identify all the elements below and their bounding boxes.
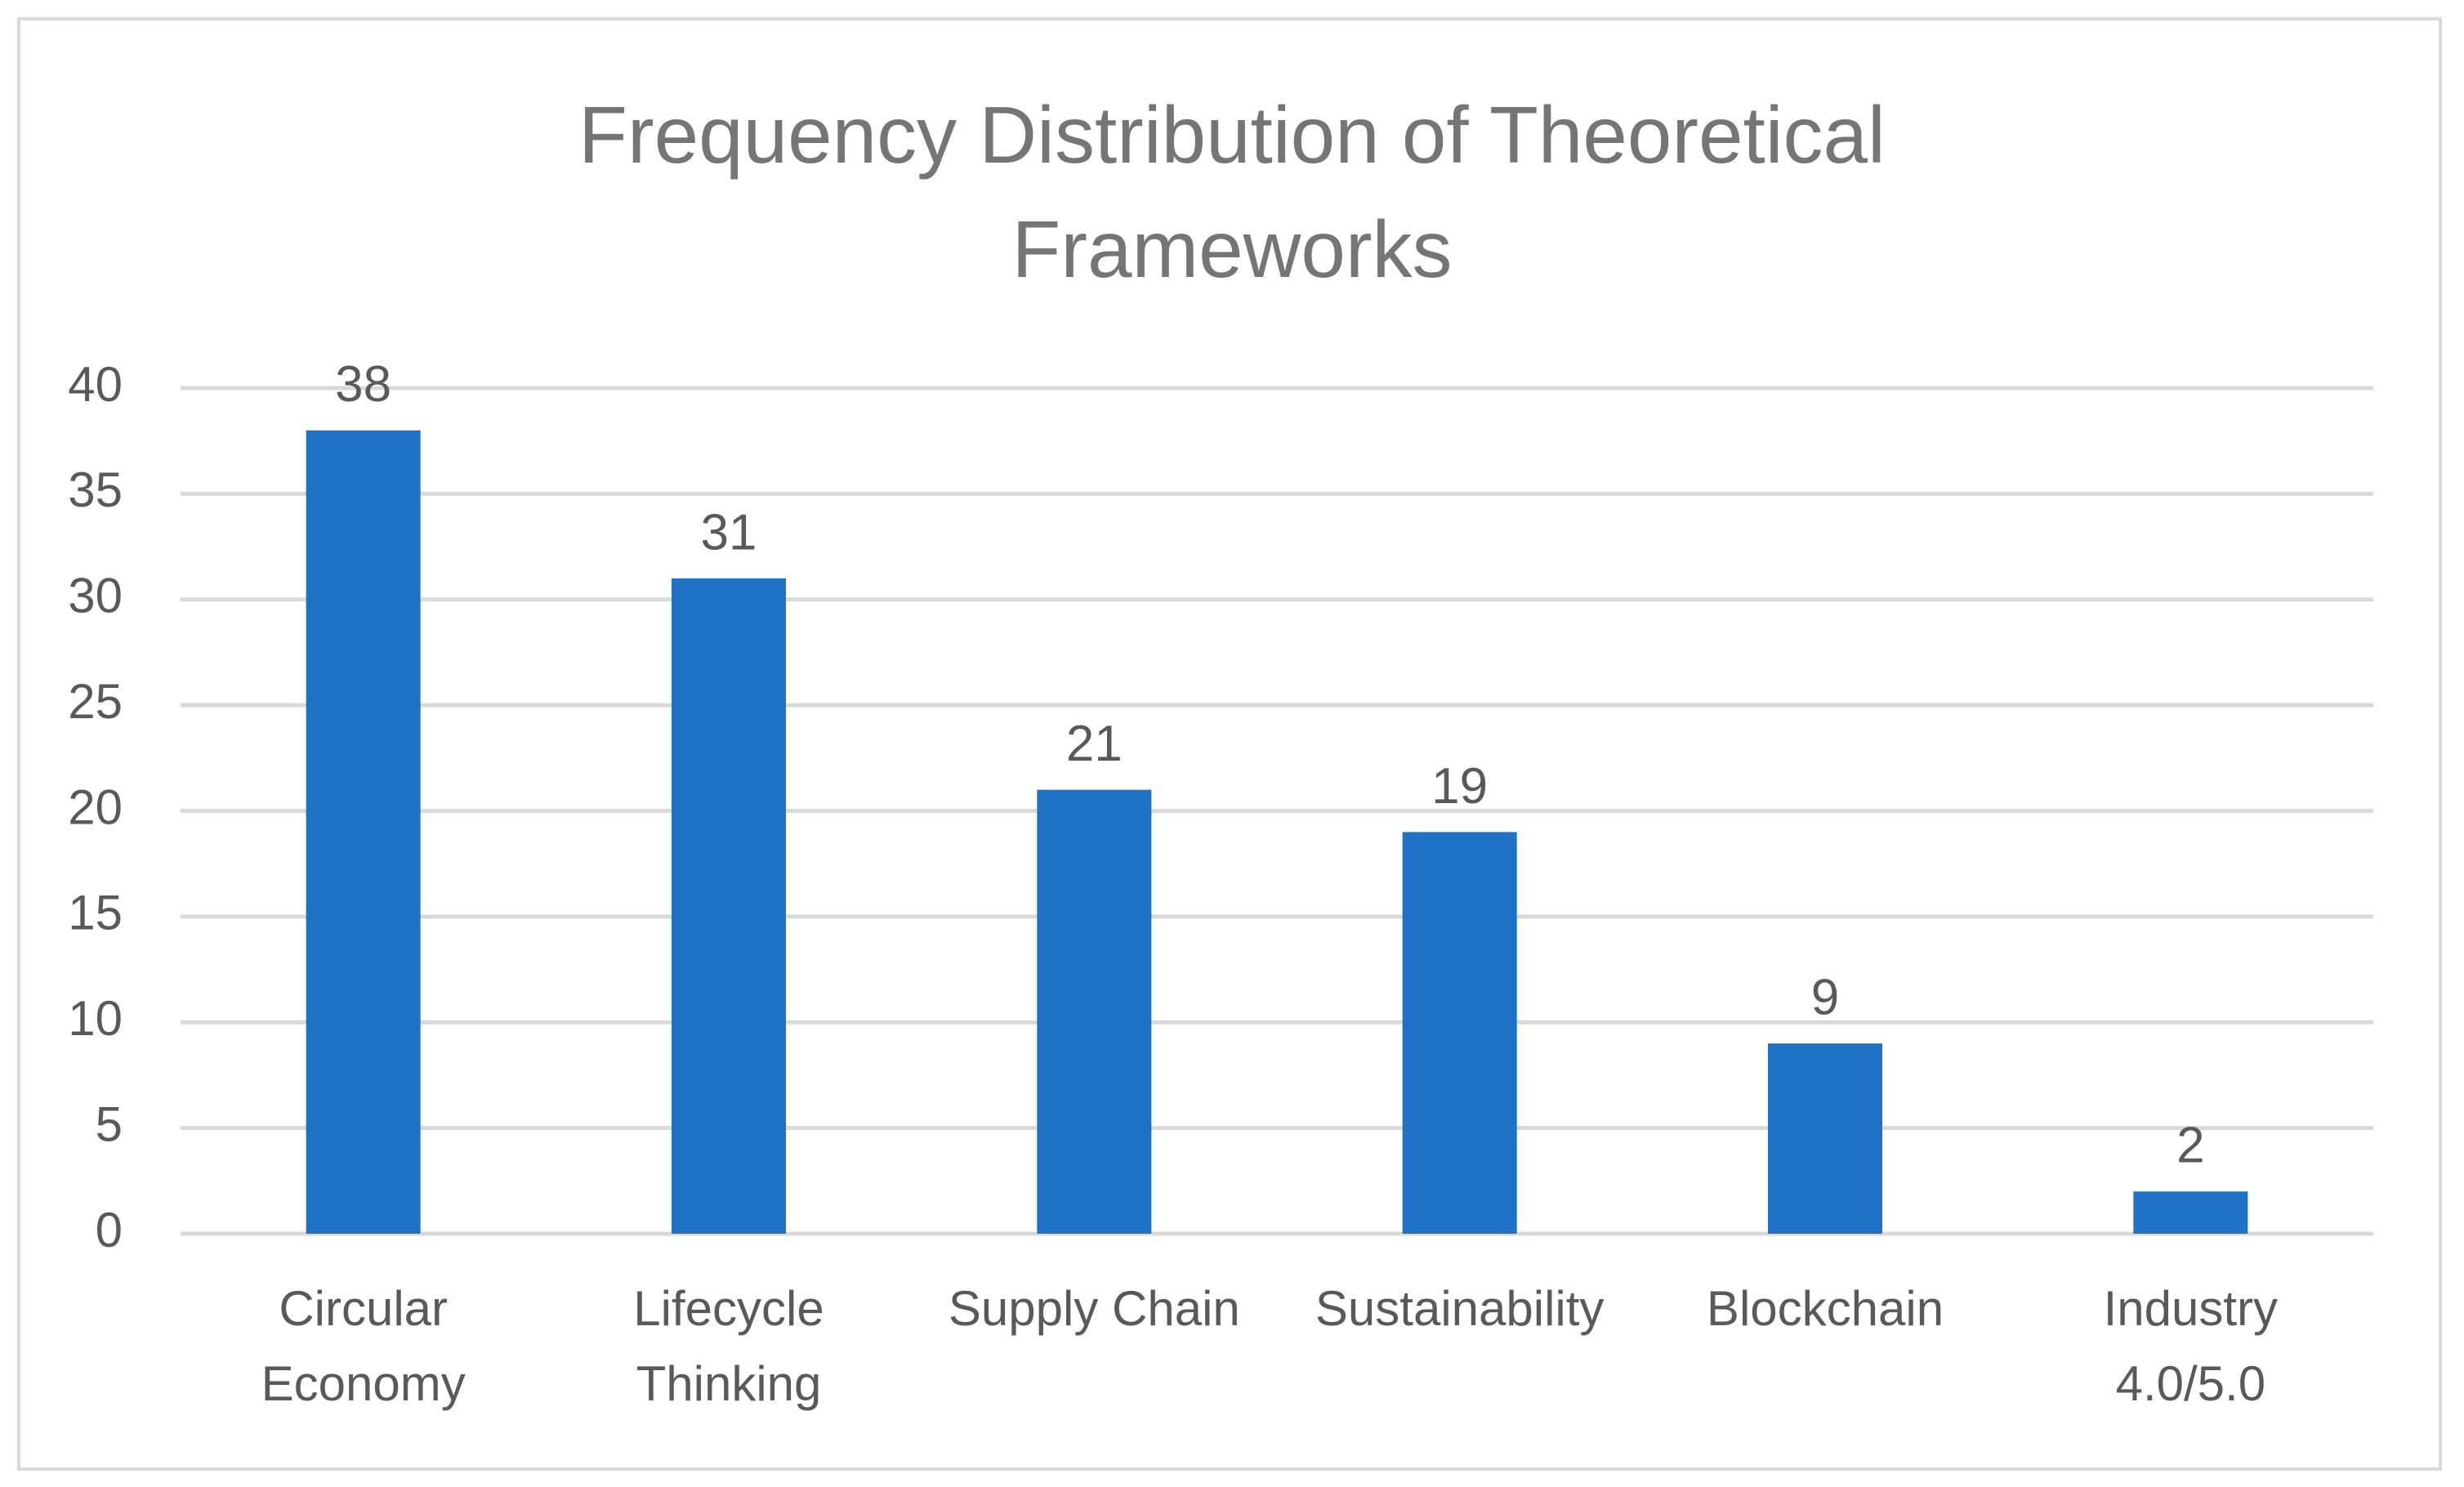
y-tick-label: 20 [68, 779, 123, 834]
data-label: 21 [1066, 716, 1123, 772]
y-tick-label: 40 [68, 357, 123, 412]
data-label: 9 [1811, 970, 1839, 1026]
bar [2133, 1191, 2248, 1234]
data-label: 2 [2176, 1118, 2204, 1174]
data-label: 31 [701, 504, 757, 560]
chart-title: Frequency Distribution of Theoretical Fr… [578, 90, 1886, 294]
x-tick-label: Circular [279, 1281, 448, 1336]
y-tick-label: 35 [68, 462, 123, 517]
x-tick-label: Supply Chain [949, 1281, 1240, 1336]
x-tick-label: Sustainability [1315, 1281, 1605, 1336]
x-tick-label: Blockchain [1707, 1281, 1944, 1336]
y-tick-label: 10 [68, 991, 123, 1046]
x-tick-label: Economy [261, 1356, 466, 1411]
x-tick-label: Lifecycle [633, 1281, 824, 1336]
chart-border [17, 17, 2442, 1471]
data-label: 19 [1431, 758, 1488, 815]
y-tick-label: 15 [68, 886, 123, 940]
bar [306, 430, 421, 1234]
x-tick-label: Industry [2104, 1281, 2278, 1336]
x-tick-label: Thinking [636, 1356, 822, 1411]
bar [1037, 789, 1152, 1234]
bar [1768, 1043, 1882, 1234]
y-tick-label: 30 [68, 569, 123, 623]
y-tick-label: 25 [68, 674, 123, 729]
y-tick-label: 0 [96, 1203, 123, 1257]
bar [1402, 832, 1517, 1234]
y-tick-label: 5 [96, 1096, 123, 1151]
bar [672, 578, 786, 1234]
x-tick-label: 4.0/5.0 [2116, 1356, 2266, 1411]
data-label: 38 [335, 356, 391, 413]
